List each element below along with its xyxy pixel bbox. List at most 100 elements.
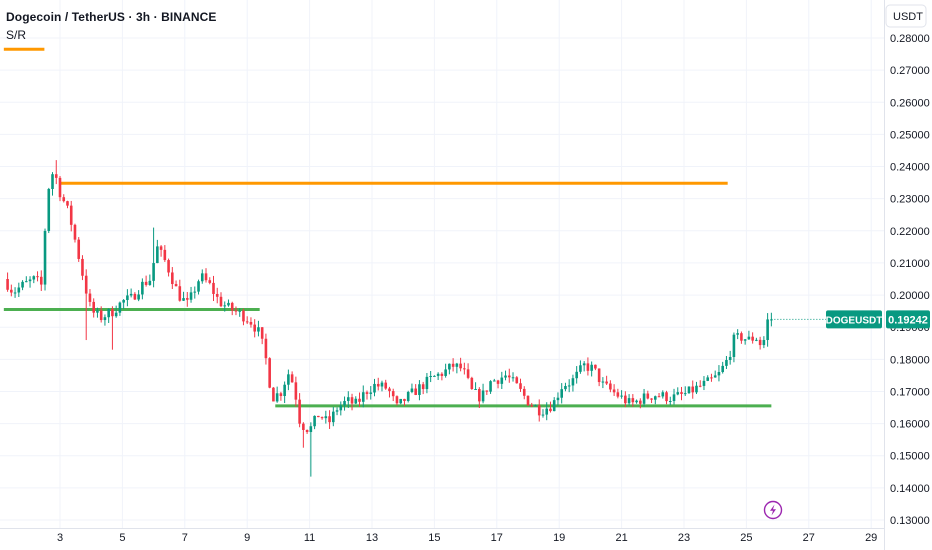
candle-body <box>470 377 474 389</box>
candle-body <box>687 386 691 394</box>
price-tick-label: 0.22000 <box>890 226 930 238</box>
price-tick-label: 0.14000 <box>890 483 930 495</box>
candle-body <box>197 281 200 292</box>
time-tick-label: 11 <box>304 532 315 544</box>
candle-body <box>526 395 530 406</box>
candle-body <box>758 339 762 346</box>
candle-body <box>141 281 144 295</box>
time-tick-label: 5 <box>119 532 125 544</box>
candle-body <box>369 392 373 394</box>
unit-box[interactable] <box>885 4 927 28</box>
candle-body <box>590 364 593 371</box>
candle-body <box>627 398 631 404</box>
candle-body <box>500 377 504 384</box>
price-tick-label: 0.20000 <box>890 290 930 302</box>
candle-body <box>13 292 17 294</box>
candle-body <box>185 298 189 300</box>
time-tick-label: 9 <box>244 532 250 544</box>
candle-body <box>612 389 616 393</box>
candle-body <box>126 295 129 301</box>
candle-body <box>515 377 519 384</box>
candle-body <box>230 302 234 311</box>
time-axis[interactable]: 3 5 7 9 11 13 15 17 19 21 23 25 27 29 <box>0 528 884 545</box>
candle-body <box>223 305 227 307</box>
time-tick-label: 7 <box>182 532 188 544</box>
price-axis[interactable]: USDT 0.28000 0.27000 0.26000 0.25000 0.24000… <box>884 0 930 550</box>
time-tick-label: 27 <box>803 532 815 544</box>
symbol-price-tag: DOGEUSDT 0.19242 <box>826 310 930 329</box>
candle-body <box>152 263 155 281</box>
candle-body <box>455 363 459 367</box>
candle-body <box>668 401 672 403</box>
candle-body <box>717 372 721 376</box>
candle-body <box>474 388 477 390</box>
candle-body <box>436 373 440 376</box>
time-tick-label: 13 <box>366 532 378 544</box>
time-tick-label: 19 <box>553 532 565 544</box>
candle-body <box>560 389 563 398</box>
candle-body <box>69 205 73 225</box>
grid <box>0 0 884 528</box>
price-tick-label: 0.13000 <box>890 515 930 527</box>
candle-body <box>305 429 309 433</box>
candle-body <box>260 327 264 339</box>
candle-body <box>676 392 680 395</box>
candle-body <box>631 398 635 403</box>
candle-body <box>740 333 743 341</box>
candle-body <box>661 392 665 397</box>
candle-body <box>103 317 107 321</box>
candle-body <box>403 398 406 401</box>
price-tag-box <box>886 310 930 329</box>
candle-body <box>691 386 695 393</box>
price-tick-label: 0.27000 <box>890 65 930 77</box>
candle-body <box>732 334 736 357</box>
candle-body <box>380 382 384 387</box>
candle-body <box>92 301 95 313</box>
price-tick-label: 0.23000 <box>890 194 930 206</box>
candle-body <box>706 377 710 381</box>
candle-body <box>343 400 346 406</box>
candle-body <box>346 397 350 401</box>
candle-body <box>111 309 114 317</box>
candle-body <box>219 296 223 307</box>
candle-body <box>21 281 24 288</box>
candle-body <box>25 281 28 283</box>
price-tick-label: 0.17000 <box>890 386 930 398</box>
candle-body <box>238 310 242 312</box>
symbol-tag-text: DOGEUSDT <box>826 315 883 326</box>
candle-body <box>43 230 47 285</box>
candle-body <box>421 384 425 390</box>
price-tick-label: 0.21000 <box>890 258 930 270</box>
candle-body <box>189 292 193 300</box>
price-tag-text: 0.19242 <box>888 314 928 326</box>
candle-body <box>144 281 148 285</box>
candle-body <box>534 405 537 407</box>
candle-body <box>212 282 215 294</box>
candle-body <box>440 373 444 376</box>
candle-body <box>463 368 466 370</box>
candle-body <box>275 393 279 402</box>
time-tick-label: 3 <box>57 532 63 544</box>
candle-body <box>279 393 283 397</box>
candle-body <box>683 393 687 395</box>
candle-body <box>17 287 21 293</box>
candle-body <box>605 381 608 384</box>
lightning-icon[interactable] <box>763 500 783 520</box>
candle-body <box>511 377 515 379</box>
candle-body <box>657 396 661 398</box>
candle-body <box>208 280 212 283</box>
price-tick-label: 0.25000 <box>890 129 930 141</box>
candle-body <box>257 327 260 332</box>
candle-body <box>313 415 316 427</box>
candle-body <box>159 246 163 250</box>
indicator-label[interactable]: S/R <box>6 28 27 42</box>
candle-body <box>264 338 268 359</box>
candle-body <box>227 302 230 306</box>
candle-body <box>519 383 522 389</box>
candle-body <box>395 396 399 404</box>
candle-body <box>695 385 698 393</box>
candle-body <box>642 393 646 404</box>
candle-body <box>713 375 717 378</box>
